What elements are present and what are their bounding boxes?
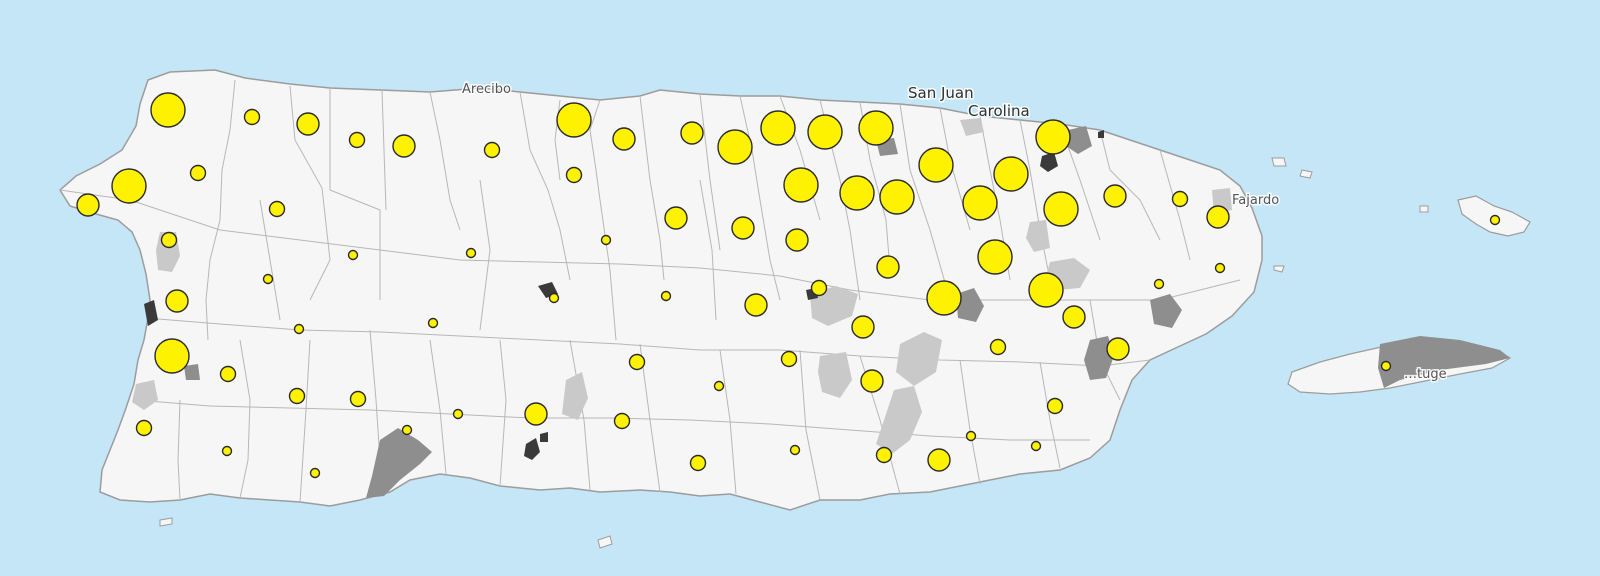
marker-juana-diaz[interactable] [613, 412, 631, 430]
marker-humacao[interactable] [1106, 337, 1130, 361]
marker-barceloneta[interactable] [556, 102, 592, 138]
marker-cabo-rojo[interactable] [135, 419, 153, 437]
marker-coamo[interactable] [713, 380, 725, 392]
marker-aibonito[interactable] [780, 350, 798, 368]
marker-arroyo[interactable] [927, 448, 951, 472]
marker-arecibo[interactable] [483, 141, 501, 159]
marker-guayanilla[interactable] [401, 424, 413, 436]
marker-vieques[interactable] [1380, 360, 1392, 372]
marker-las-piedras[interactable] [1062, 305, 1086, 329]
marker-ceiba[interactable] [1214, 262, 1226, 274]
marker-trujillo-alto[interactable] [993, 156, 1029, 192]
label-carolina: Carolina [968, 102, 1030, 120]
marker-ciales[interactable] [600, 234, 612, 246]
marker-vega-baja[interactable] [680, 121, 704, 145]
marker-penuelas[interactable] [452, 408, 464, 420]
marker-luquillo[interactable] [1171, 190, 1189, 208]
marker-quebradillas[interactable] [296, 112, 320, 136]
marker-salinas[interactable] [789, 444, 801, 456]
label-san-juan: San Juan [908, 84, 974, 102]
marker-san-juan[interactable] [918, 147, 954, 183]
marker-guayama[interactable] [875, 446, 893, 464]
marker-morovis[interactable] [664, 206, 688, 230]
marker-naguabo[interactable] [1153, 278, 1165, 290]
marker-florida[interactable] [565, 166, 583, 184]
marker-yauco[interactable] [349, 390, 367, 408]
marker-san-lorenzo[interactable] [989, 338, 1007, 356]
marker-san-sebastian[interactable] [268, 200, 286, 218]
proportional-circle-markers [76, 92, 1501, 479]
marker-fajardo[interactable] [1206, 205, 1230, 229]
marker-moca[interactable] [189, 164, 207, 182]
small-cays [159, 157, 1429, 549]
marker-gurabo[interactable] [962, 185, 998, 221]
marker-dorado[interactable] [760, 110, 796, 146]
marker-carolina[interactable] [1035, 119, 1071, 155]
marker-naranjito[interactable] [785, 228, 809, 252]
marker-comerio[interactable] [810, 279, 828, 297]
marker-guaynabo[interactable] [839, 175, 875, 211]
marker-guaynabo-2[interactable] [879, 179, 915, 215]
marker-ponce[interactable] [524, 402, 548, 426]
marker-patillas[interactable] [965, 430, 977, 442]
marker-adjuntas[interactable] [427, 317, 439, 329]
marker-camuy[interactable] [348, 131, 366, 149]
marker-mayaguez[interactable] [165, 289, 189, 313]
marker-aguada[interactable] [111, 168, 147, 204]
marker-hormigueros[interactable] [154, 338, 190, 374]
marker-anasco[interactable] [160, 231, 178, 249]
marker-orocovis[interactable] [660, 290, 672, 302]
marker-santa-isabel[interactable] [689, 454, 707, 472]
marker-bayamon[interactable] [783, 167, 819, 203]
place-labels: San Juan Carolina Arecibo Fajardo …tuge [461, 81, 1449, 384]
marker-isabela[interactable] [243, 108, 261, 126]
marker-villalba[interactable] [628, 353, 646, 371]
marker-las-marias[interactable] [262, 273, 274, 285]
marker-san-german[interactable] [219, 365, 237, 383]
marker-toa-baja[interactable] [807, 114, 843, 150]
marker-maricao[interactable] [293, 323, 305, 335]
marker-guanica[interactable] [309, 467, 321, 479]
marker-maunabo[interactable] [1030, 440, 1042, 452]
marker-cayey[interactable] [851, 315, 875, 339]
marker-vega-alta[interactable] [717, 129, 753, 165]
marker-utuado[interactable] [465, 247, 477, 259]
label-culebra-refuge: …tuge [1404, 367, 1447, 382]
marker-hatillo[interactable] [392, 134, 416, 158]
marker-yabucoa[interactable] [1046, 397, 1064, 415]
marker-barranquitas[interactable] [744, 293, 768, 317]
marker-juncos[interactable] [1028, 272, 1064, 308]
label-arecibo: Arecibo [462, 82, 511, 97]
marker-cidra[interactable] [926, 280, 962, 316]
marker-manati[interactable] [612, 127, 636, 151]
urban-areas-dark [144, 130, 1104, 460]
marker-lajas[interactable] [221, 445, 233, 457]
marker-rincon[interactable] [76, 193, 100, 217]
marker-sabana-grande[interactable] [288, 387, 306, 405]
marker-cayey-2[interactable] [860, 369, 884, 393]
marker-culebra[interactable] [1489, 214, 1501, 226]
label-fajardo: Fajardo [1232, 193, 1279, 208]
marker-catano[interactable] [858, 110, 894, 146]
marker-aguas-buenas[interactable] [876, 255, 900, 279]
marker-jayuya[interactable] [548, 292, 560, 304]
marker-canovanas[interactable] [1043, 191, 1079, 227]
marker-corozal[interactable] [731, 216, 755, 240]
marker-caguas[interactable] [977, 239, 1013, 275]
marker-aguadilla[interactable] [150, 92, 186, 128]
marker-lares[interactable] [347, 249, 359, 261]
marker-rio-grande[interactable] [1103, 184, 1127, 208]
urban-areas-medium [184, 126, 1510, 498]
